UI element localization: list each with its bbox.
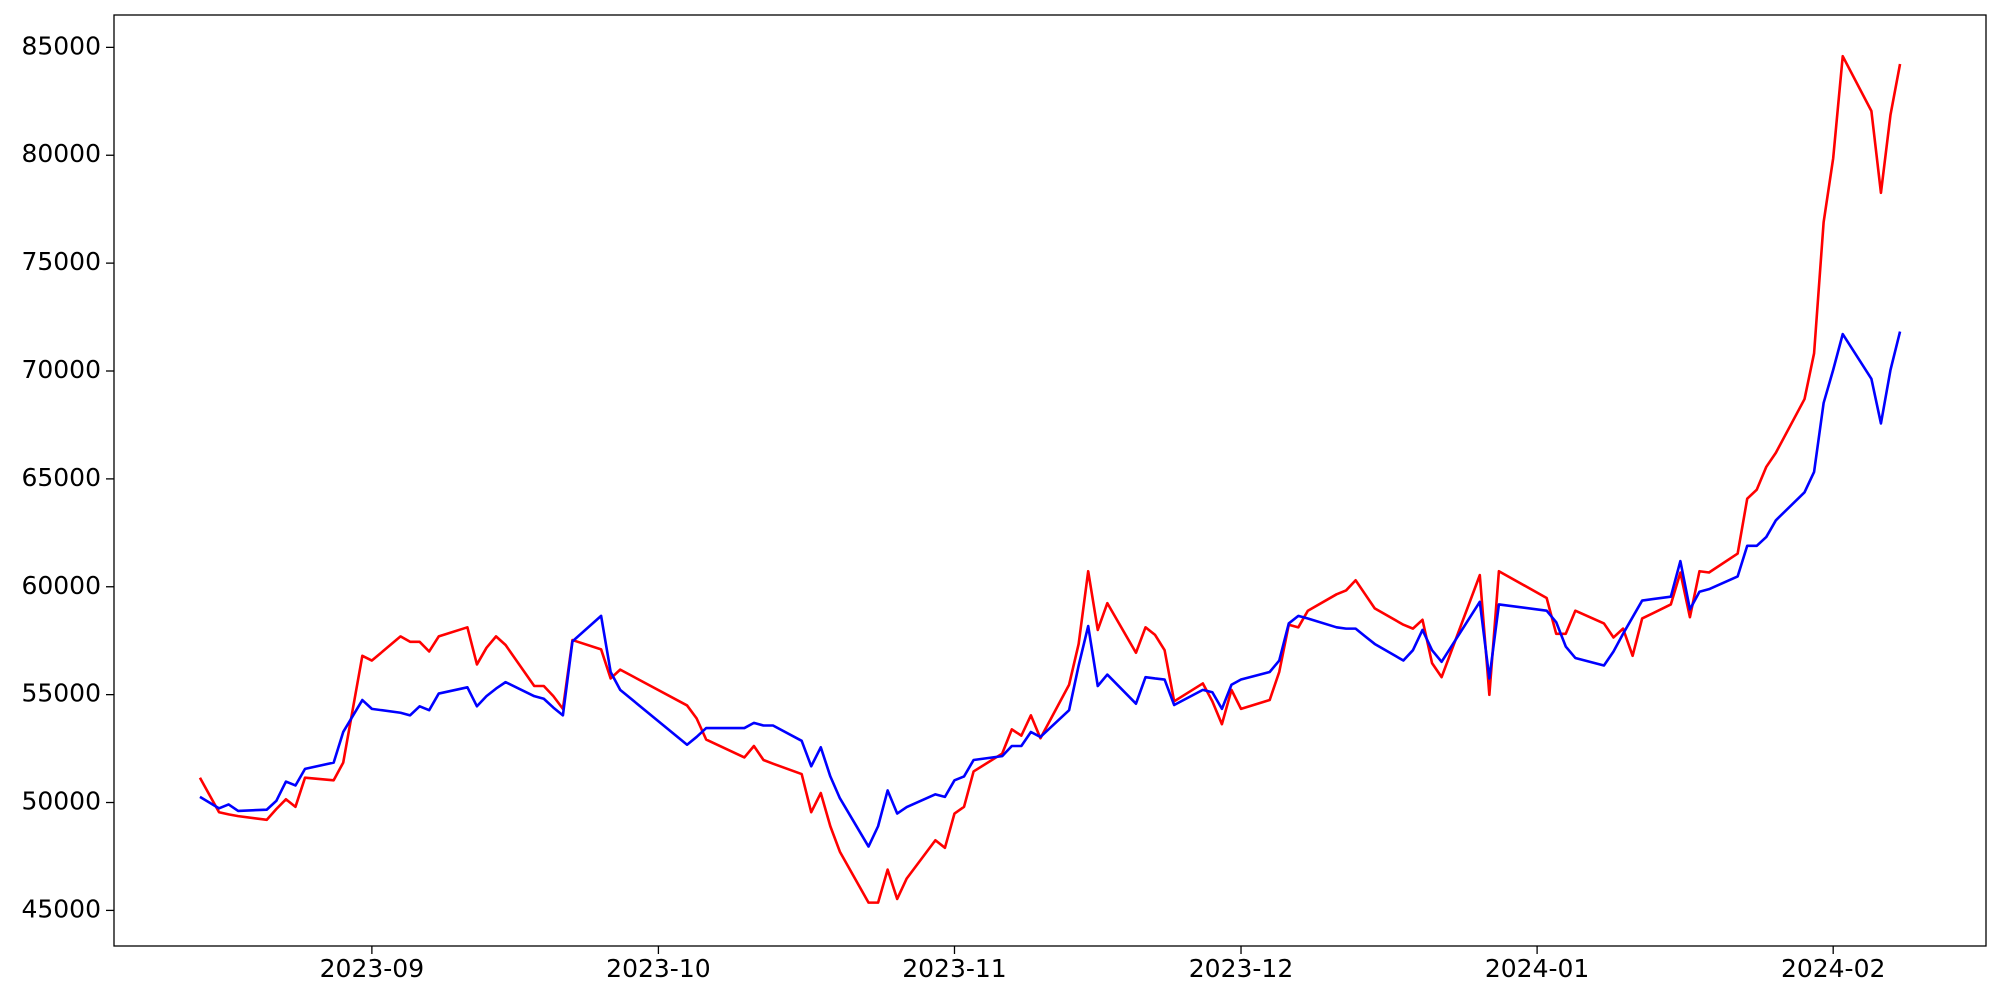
x-tick-label: 2023-09 [320, 954, 424, 983]
y-tick-label: 75000 [21, 247, 101, 276]
x-tick-label: 2023-12 [1189, 954, 1293, 983]
y-tick-label: 55000 [21, 679, 101, 708]
y-tick-label: 60000 [21, 571, 101, 600]
y-tick-label: 80000 [21, 139, 101, 168]
y-tick-label: 85000 [21, 31, 101, 60]
y-tick-label: 50000 [21, 787, 101, 816]
y-tick-label: 45000 [21, 894, 101, 923]
x-tick-label: 2023-11 [902, 954, 1006, 983]
line-series [198, 54, 1902, 904]
y-tick-label: 65000 [21, 463, 101, 492]
x-tick-label: 2024-01 [1485, 954, 1589, 983]
line-series [199, 331, 1902, 848]
x-tick-label: 2024-02 [1781, 954, 1885, 983]
y-tick-label: 70000 [21, 355, 101, 384]
x-tick-label: 2023-10 [606, 954, 710, 983]
plot-frame [113, 14, 1987, 947]
